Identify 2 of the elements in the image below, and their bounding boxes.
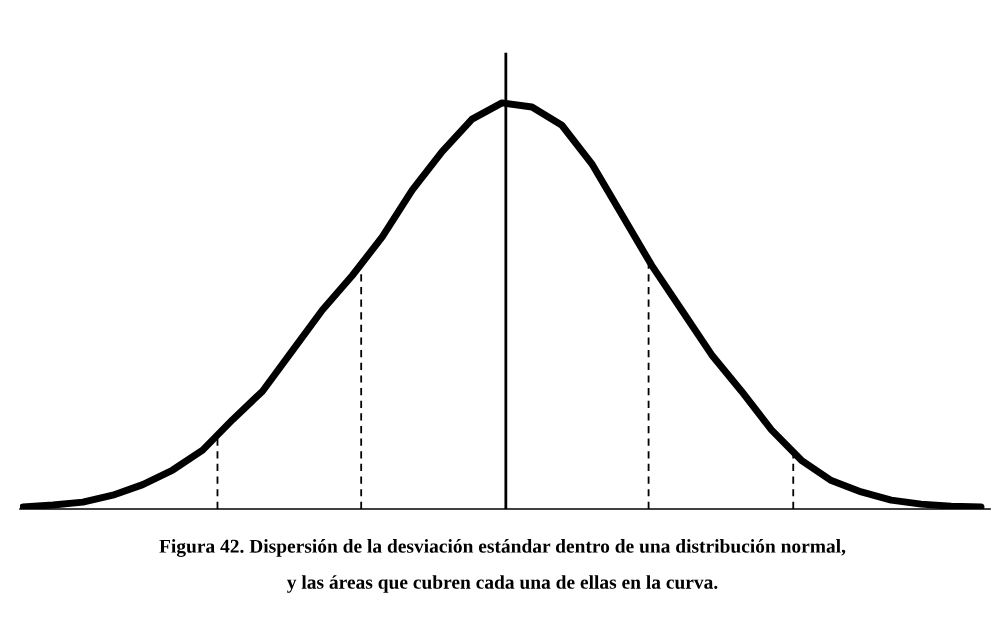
text: y las áreas que cubren cada una de ellas en la curva. — [286, 575, 718, 593]
text: Figura 42. Dispersión de la desviación estándar dentro de una distribución normal, — [159, 539, 846, 557]
